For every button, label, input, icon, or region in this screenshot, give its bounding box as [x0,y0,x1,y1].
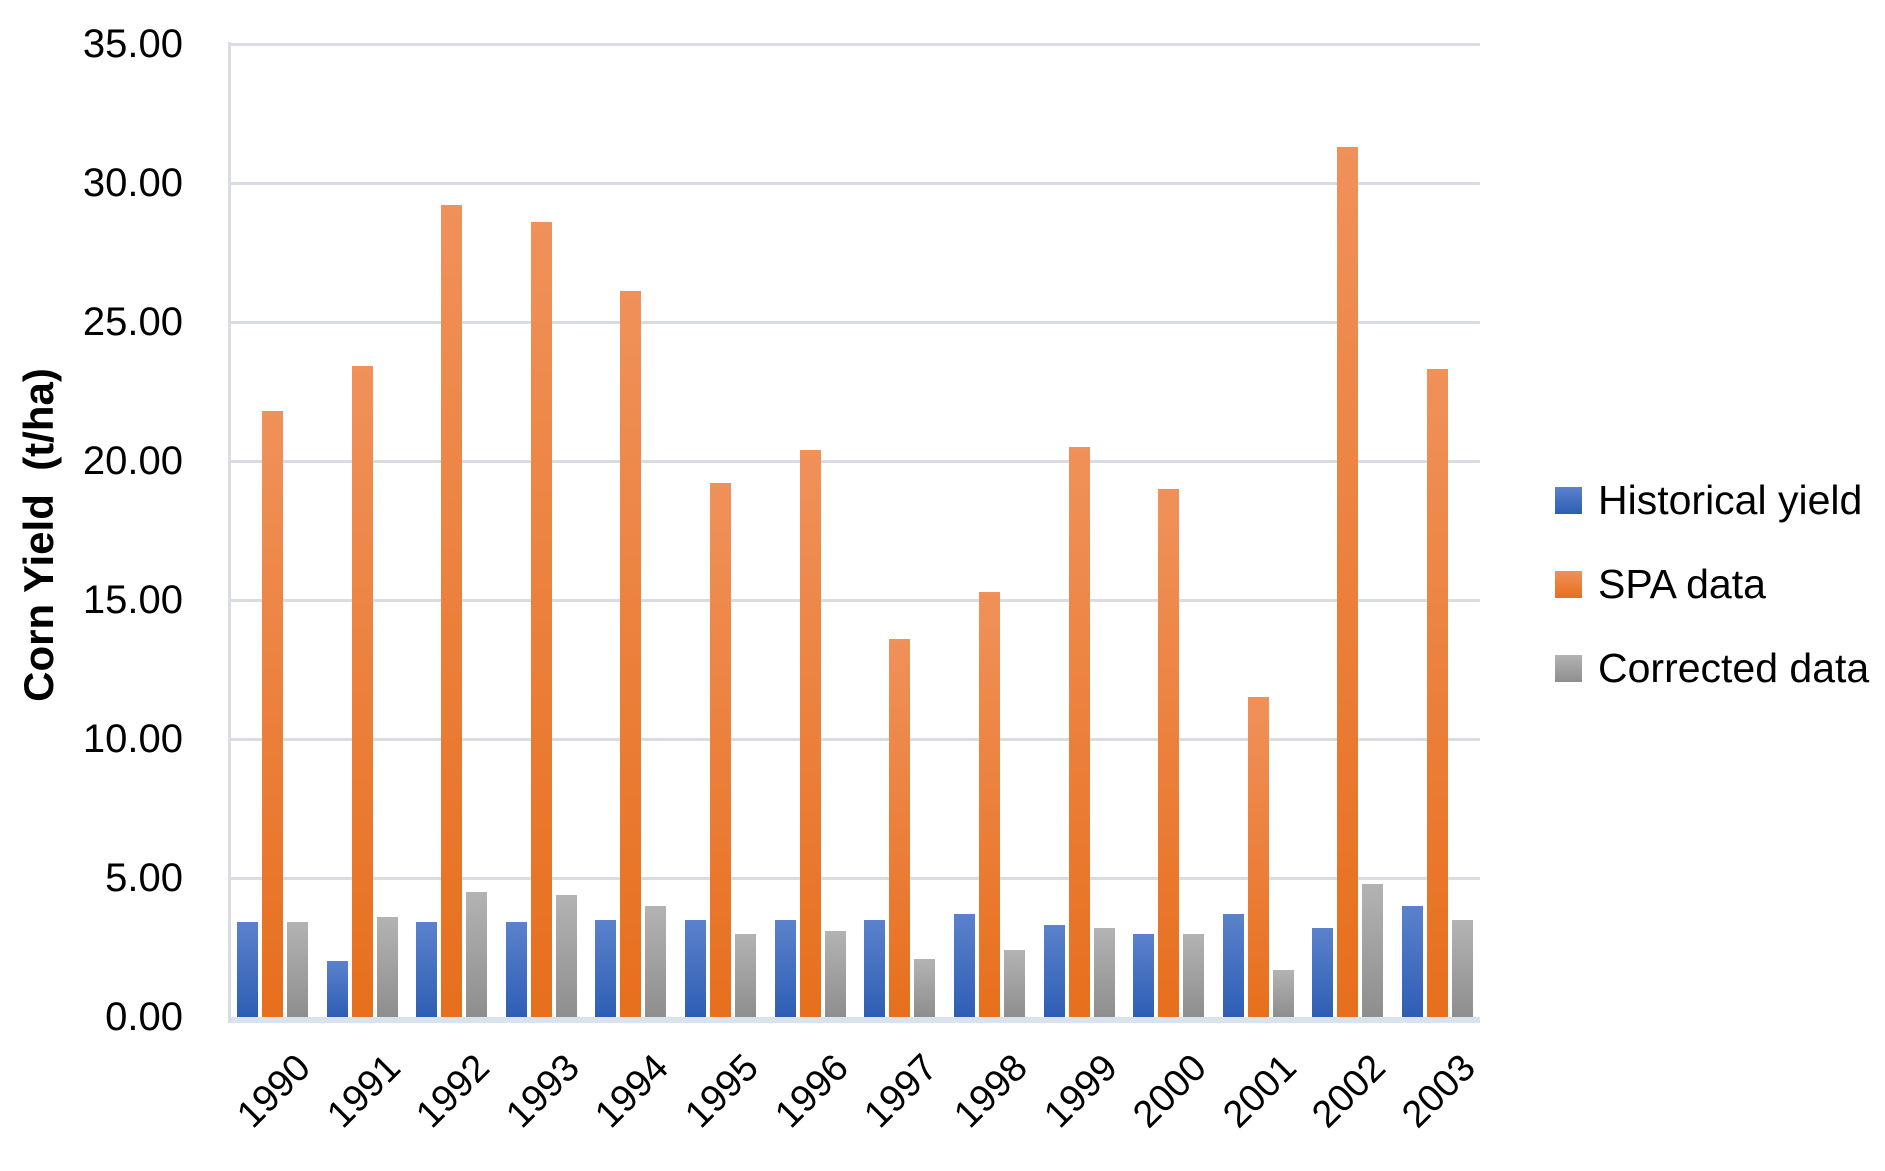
x-axis-label: 1998 [946,1046,1036,1137]
bar-1996-corrected-data [824,930,846,1017]
bar-1991-historical-yield [326,961,348,1017]
bar-2001-historical-yield [1222,914,1244,1017]
bar-2001-corrected-data [1272,969,1294,1017]
bar-1997-corrected-data [914,958,936,1017]
x-axis-label: 1993 [498,1046,588,1137]
bar-2002-spa-data [1337,146,1359,1017]
x-axis-label: 2001 [1215,1046,1305,1137]
bar-1999-historical-yield [1043,925,1065,1017]
legend-item: SPA data [1555,561,1869,607]
bar-2002-corrected-data [1362,883,1384,1017]
bar-1992-spa-data [441,205,463,1017]
bar-2003-corrected-data [1451,919,1473,1017]
gridline [230,181,1480,185]
bar-2002-historical-yield [1312,928,1334,1017]
legend-swatch [1555,571,1582,598]
legend-label: SPA data [1598,561,1766,607]
legend-item: Corrected data [1555,645,1870,691]
y-tick-label: 30.00 [82,161,183,205]
bar-1992-historical-yield [416,922,438,1017]
legend: Historical yield SPA data Corrected data [1555,477,1870,739]
bar-1992-corrected-data [466,891,488,1017]
legend-label: Historical yield [1598,477,1863,523]
bar-1991-spa-data [351,366,373,1017]
gridline [230,876,1480,880]
gridline [230,42,1480,46]
bar-2000-historical-yield [1133,933,1155,1017]
gridline [230,320,1480,324]
bar-1997-spa-data [889,638,911,1017]
y-axis-line [228,42,231,1023]
bar-1994-corrected-data [645,905,667,1017]
y-tick-label: 5.00 [105,856,183,900]
x-axis-label: 1997 [856,1046,947,1137]
y-tick-label: 0.00 [105,995,183,1039]
legend-swatch [1555,655,1582,682]
bar-2000-spa-data [1158,488,1180,1017]
x-axis-label: 1999 [1035,1046,1126,1137]
bar-1990-corrected-data [287,922,308,1017]
legend-swatch [1555,487,1582,514]
gridline [230,598,1480,602]
bar-1995-historical-yield [685,919,707,1017]
y-tick-label: 35.00 [82,22,183,66]
bar-1995-corrected-data [735,933,757,1017]
bar-1999-corrected-data [1093,928,1115,1017]
bar-1996-spa-data [799,449,821,1017]
bar-1999-spa-data [1068,447,1090,1017]
bar-1998-corrected-data [1003,950,1025,1017]
bar-2000-corrected-data [1183,933,1205,1017]
legend-item: Historical yield [1555,477,1869,523]
bar-1993-corrected-data [555,894,577,1017]
bar-1994-spa-data [620,291,642,1017]
bar-1990-spa-data [262,410,283,1017]
bar-1993-historical-yield [505,922,527,1017]
gridline [230,737,1480,741]
bar-1998-historical-yield [953,914,975,1017]
y-tick-label: 25.00 [82,300,183,344]
y-tick-label: 10.00 [82,717,183,761]
x-axis-label: 2003 [1394,1046,1484,1137]
bar-1995-spa-data [710,483,732,1017]
legend-label: Corrected data [1598,645,1870,691]
bar-2001-spa-data [1247,697,1269,1017]
bar-2003-spa-data [1426,369,1448,1017]
bar-1996-historical-yield [774,919,796,1017]
x-axis-label: 1990 [229,1046,319,1137]
bar-1991-corrected-data [376,916,398,1017]
gridline [230,459,1480,463]
x-axis-label: 2000 [1125,1046,1215,1137]
x-axis-line [228,1017,1480,1023]
bar-1997-historical-yield [864,919,886,1017]
x-axis-label: 1996 [767,1046,857,1137]
y-tick-label: 15.00 [82,578,183,622]
bar-2003-historical-yield [1401,905,1423,1017]
x-axis-label: 2002 [1304,1046,1395,1137]
bar-1998-spa-data [978,591,1000,1017]
bar-1990-historical-yield [237,922,258,1017]
x-axis-label: 1995 [677,1046,767,1137]
x-axis-label: 1994 [587,1046,678,1137]
x-axis-label: 1991 [318,1046,409,1137]
x-axis-label: 1992 [408,1046,499,1137]
bar-1994-historical-yield [595,919,617,1017]
y-tick-label: 20.00 [82,439,183,483]
bar-1993-spa-data [530,221,552,1017]
